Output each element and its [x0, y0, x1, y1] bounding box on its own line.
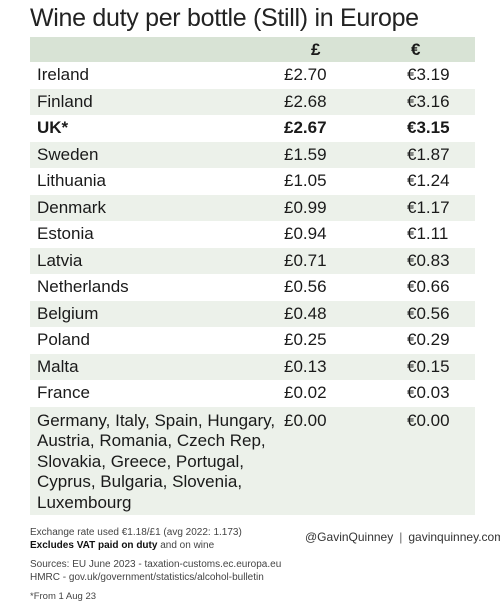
gbp-cell: £0.94	[284, 224, 327, 243]
gbp-cell: £0.00	[284, 410, 327, 430]
page-title: Wine duty per bottle (Still) in Europe	[30, 4, 419, 32]
table-row: Latvia £0.71 €0.83	[30, 247, 475, 274]
table-row: Estonia £0.94 €1.11	[30, 221, 475, 248]
country-cell: France	[37, 383, 90, 402]
gbp-cell: £0.99	[284, 197, 327, 217]
table-row: Finland £2.68 €3.16	[30, 88, 475, 115]
country-cell: Poland	[37, 330, 90, 349]
sources-hmrc: HMRC - gov.uk/government/statistics/alco…	[30, 571, 264, 583]
vat-note: Excludes VAT paid on duty and on wine	[30, 540, 281, 553]
table-row: Poland £0.25 €0.29	[30, 327, 475, 354]
table-row: Lithuania £1.05 €1.24	[30, 168, 475, 195]
website: gavinquinney.com	[408, 530, 500, 544]
table-row: Ireland £2.70 €3.19	[30, 62, 475, 89]
gbp-cell: £0.48	[284, 303, 327, 323]
vat-note-rest: and on wine	[157, 539, 215, 551]
exchange-rate-note: Exchange rate used €1.18/£1 (avg 2022: 1…	[30, 527, 242, 538]
country-cell: Denmark	[37, 197, 106, 217]
table-row: Belgium £0.48 €0.56	[30, 300, 475, 327]
eur-cell: €1.87	[407, 144, 450, 164]
eur-cell: €0.03	[407, 383, 450, 402]
table-row: Germany, Italy, Spain, Hungary, Austria,…	[30, 406, 475, 515]
gbp-cell: £2.70	[284, 65, 327, 84]
table-header-row: £ €	[30, 37, 475, 62]
country-cell: Netherlands	[37, 277, 129, 296]
country-cell: UK*	[37, 118, 69, 137]
header-country	[30, 37, 281, 62]
gbp-cell: £2.67	[284, 118, 327, 137]
sources-eu: Sources: EU June 2023 - taxation-customs…	[30, 559, 282, 570]
table-row: Netherlands £0.56 €0.66	[30, 274, 475, 301]
table-row: Sweden £1.59 €1.87	[30, 141, 475, 168]
country-cell: Ireland	[37, 65, 89, 84]
table-row: France £0.02 €0.03	[30, 380, 475, 407]
eur-cell: €0.29	[407, 330, 450, 349]
eur-cell: €3.19	[407, 65, 450, 84]
table-row: UK* £2.67 €3.15	[30, 115, 475, 142]
gbp-cell: £2.68	[284, 91, 327, 111]
eur-cell: €1.11	[407, 224, 449, 243]
eur-cell: €0.83	[407, 250, 450, 270]
uk-footnote: *From 1 Aug 23	[30, 591, 97, 602]
credit-separator: |	[399, 530, 403, 544]
country-cell: Belgium	[37, 303, 99, 323]
eur-cell: €0.15	[407, 356, 450, 376]
duty-table: £ € Ireland £2.70 €3.19 Finland £2.68 €3.16 UK…	[30, 37, 475, 515]
country-cell: Lithuania	[37, 171, 107, 190]
eur-cell: €3.15	[407, 118, 450, 137]
country-cell: Sweden	[37, 144, 99, 164]
eur-cell: €0.00	[407, 410, 450, 430]
gbp-cell: £0.02	[284, 383, 327, 402]
table-row: Denmark £0.99 €1.17	[30, 194, 475, 221]
gbp-cell: £0.13	[284, 356, 327, 376]
table-row: Malta £0.13 €0.15	[30, 353, 475, 380]
eur-cell: €0.66	[407, 277, 450, 296]
gbp-cell: £0.71	[284, 250, 327, 270]
header-gbp: £	[311, 40, 321, 59]
country-cell: Germany, Italy, Spain, Hungary, Austria,…	[37, 410, 276, 512]
twitter-handle: @GavinQuinney	[305, 530, 394, 544]
country-cell: Estonia	[37, 224, 94, 243]
country-cell: Malta	[37, 356, 79, 376]
header-eur: €	[411, 40, 421, 59]
eur-cell: €1.17	[407, 197, 450, 217]
country-cell: Latvia	[37, 250, 83, 270]
eur-cell: €1.24	[407, 171, 450, 190]
gbp-cell: £1.59	[284, 144, 327, 164]
eur-cell: €3.16	[407, 91, 450, 111]
gbp-cell: £0.56	[284, 277, 327, 296]
footnotes: Exchange rate used €1.18/£1 (avg 2022: 1…	[30, 527, 281, 604]
country-cell: Finland	[37, 91, 93, 111]
gbp-cell: £1.05	[284, 171, 327, 190]
vat-note-bold: Excludes VAT paid on duty	[30, 539, 158, 551]
eur-cell: €0.56	[407, 303, 450, 323]
credit: @GavinQuinney | gavinquinney.com	[305, 530, 500, 544]
gbp-cell: £0.25	[284, 330, 327, 349]
